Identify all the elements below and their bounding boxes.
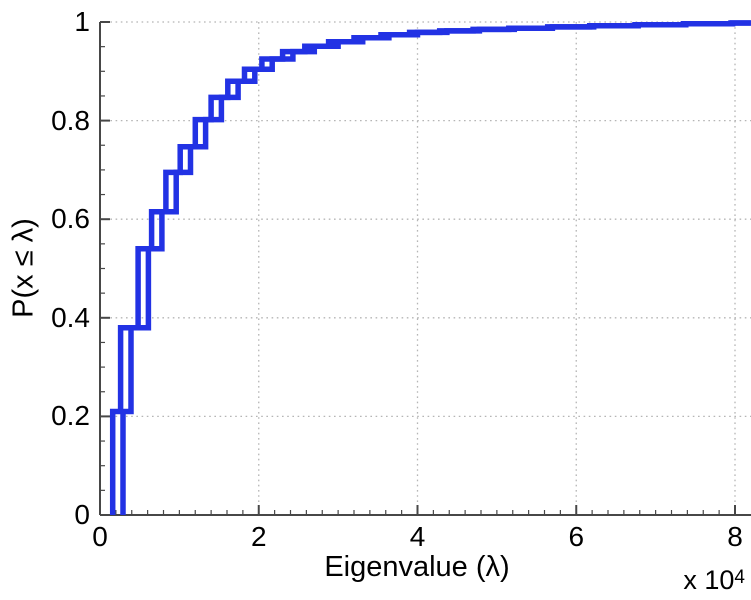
x-axis-label: Eigenvalue (λ)	[324, 551, 510, 583]
y-tick-label: 0	[74, 499, 90, 530]
y-axis-label: P(x ≤ λ)	[7, 218, 40, 318]
y-tick-label: 1	[74, 6, 90, 37]
x-tick-label: 8	[727, 521, 743, 552]
x-axis-scale-prefix: x 10	[683, 565, 735, 595]
empirical-cdf-2	[120, 20, 751, 515]
x-axis-scale-exponent: 4	[734, 567, 745, 588]
y-tick-label: 0.2	[51, 400, 90, 432]
y-tick-label: 0.4	[51, 301, 90, 333]
x-tick-label: 0	[92, 521, 108, 552]
x-tick-label: 6	[568, 521, 585, 552]
x-tick-label: 4	[409, 521, 426, 552]
y-tick-label: 0.6	[51, 203, 90, 235]
x-tick-label: 2	[250, 521, 267, 552]
y-tick-label: 0.8	[51, 104, 90, 136]
empirical-cdf-1	[109, 20, 751, 515]
x-axis-scale-label: x 104	[600, 565, 745, 596]
